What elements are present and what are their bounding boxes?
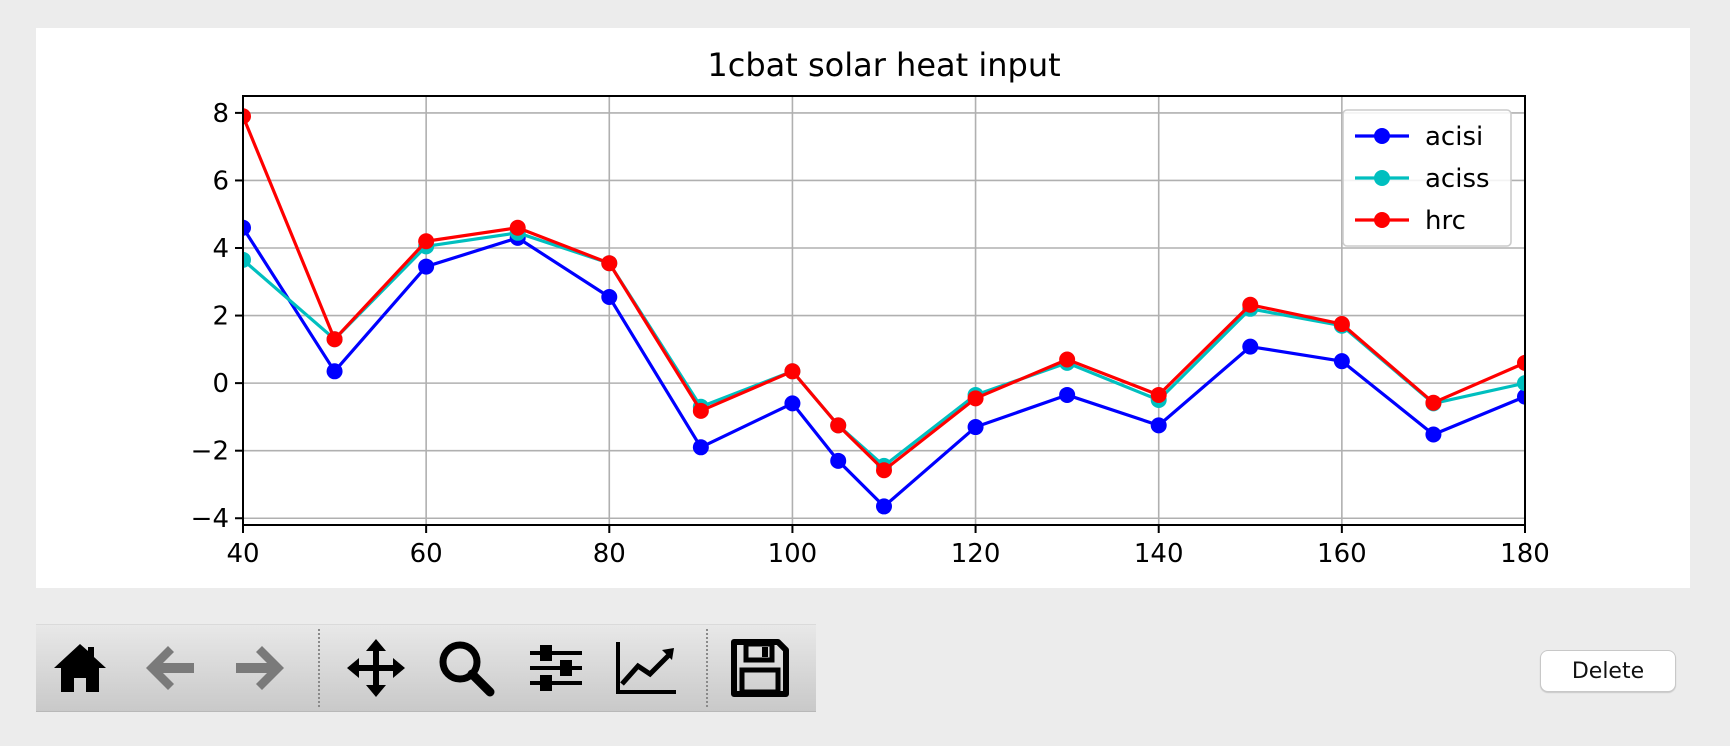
data-point-acisi [1517, 388, 1525, 405]
sliders-icon [530, 645, 582, 691]
edit-axes-button[interactable] [610, 633, 682, 703]
series-line-aciss [243, 231, 1525, 468]
forward-button[interactable] [224, 633, 296, 703]
data-point-hrc [326, 331, 343, 348]
series-acisi [243, 219, 1525, 515]
x-tick-label: 180 [1500, 539, 1550, 569]
home-button[interactable] [44, 633, 116, 703]
pan-button[interactable] [340, 633, 412, 703]
toolbar-separator [318, 629, 320, 707]
save-button[interactable] [724, 633, 796, 703]
legend-box [1342, 109, 1512, 247]
data-point-acisi [1059, 386, 1076, 403]
x-tick-label: 100 [768, 539, 818, 569]
data-point-acisi [1242, 338, 1259, 355]
data-point-hrc [418, 233, 435, 250]
data-point-hrc [1242, 296, 1259, 313]
legend-marker-hrc [1374, 212, 1390, 228]
series-line-hrc [243, 115, 1525, 472]
legend-marker-aciss [1374, 170, 1390, 186]
data-point-hrc [601, 255, 618, 272]
data-point-acisi [692, 439, 709, 456]
data-point-hrc [1425, 394, 1442, 411]
y-tick-label: −2 [191, 437, 229, 467]
data-point-acisi [784, 395, 801, 412]
data-point-hrc [692, 402, 709, 419]
delete-button[interactable]: Delete [1540, 650, 1676, 692]
legend-label-acisi: acisi [1425, 122, 1483, 152]
data-point-hrc [243, 108, 251, 125]
data-point-hrc [784, 363, 801, 380]
chart-title: 1cbat solar heat input [707, 46, 1060, 84]
x-tick-label: 160 [1317, 539, 1367, 569]
data-point-acisi [830, 452, 847, 469]
floppy-disk-icon [731, 639, 789, 697]
y-tick-label: 4 [212, 234, 229, 264]
chart-legend: acisi aciss hrc [1342, 109, 1512, 247]
plot-frame [242, 95, 1526, 526]
legend-marker-acisi [1374, 128, 1390, 144]
data-point-acisi [967, 419, 984, 436]
data-point-hrc [830, 417, 847, 434]
data-point-acisi [1333, 353, 1350, 370]
legend-label-aciss: aciss [1425, 164, 1490, 194]
subplots-button[interactable] [520, 633, 592, 703]
arrow-right-icon [236, 646, 284, 690]
y-tick-label: 0 [212, 369, 229, 399]
data-point-hrc [876, 462, 892, 479]
home-icon [54, 644, 106, 692]
move-icon [347, 639, 405, 697]
data-point-acisi [601, 288, 618, 305]
series-hrc [243, 108, 1525, 479]
data-point-hrc [967, 390, 984, 407]
y-tick-label: 6 [212, 166, 229, 196]
back-button[interactable] [134, 633, 206, 703]
data-point-acisi [326, 363, 343, 380]
legend-label-hrc: hrc [1425, 206, 1466, 236]
arrow-left-icon [146, 646, 194, 690]
data-point-hrc [1150, 386, 1167, 403]
figure-canvas: 1cbat solar heat input 40 60 80 100 120 140 160… [36, 28, 1690, 588]
x-tick-label: 140 [1134, 539, 1184, 569]
x-tick-label: 60 [410, 539, 443, 569]
data-point-acisi [1425, 426, 1442, 443]
x-tick-label: 40 [226, 539, 259, 569]
data-point-hrc [1517, 354, 1525, 371]
data-point-hrc [1333, 316, 1350, 333]
data-point-hrc [1059, 351, 1076, 368]
x-tick-label: 120 [951, 539, 1001, 569]
data-point-hrc [509, 219, 526, 236]
line-chart-icon [616, 642, 676, 694]
toolbar-separator [706, 629, 708, 707]
zoom-button[interactable] [430, 633, 502, 703]
y-tick-label: 8 [212, 99, 229, 129]
x-tick-label: 80 [593, 539, 626, 569]
data-point-acisi [243, 219, 251, 236]
data-point-acisi [876, 498, 892, 515]
series-line-acisi [243, 226, 1525, 509]
magnifier-icon [439, 641, 495, 697]
data-point-acisi [418, 258, 435, 275]
navigation-toolbar [36, 624, 816, 712]
data-point-acisi [1150, 417, 1167, 434]
data-point-aciss [243, 251, 251, 268]
data-point-aciss [1517, 375, 1525, 392]
y-tick-label: 2 [212, 302, 229, 332]
y-tick-label: −4 [191, 504, 229, 534]
